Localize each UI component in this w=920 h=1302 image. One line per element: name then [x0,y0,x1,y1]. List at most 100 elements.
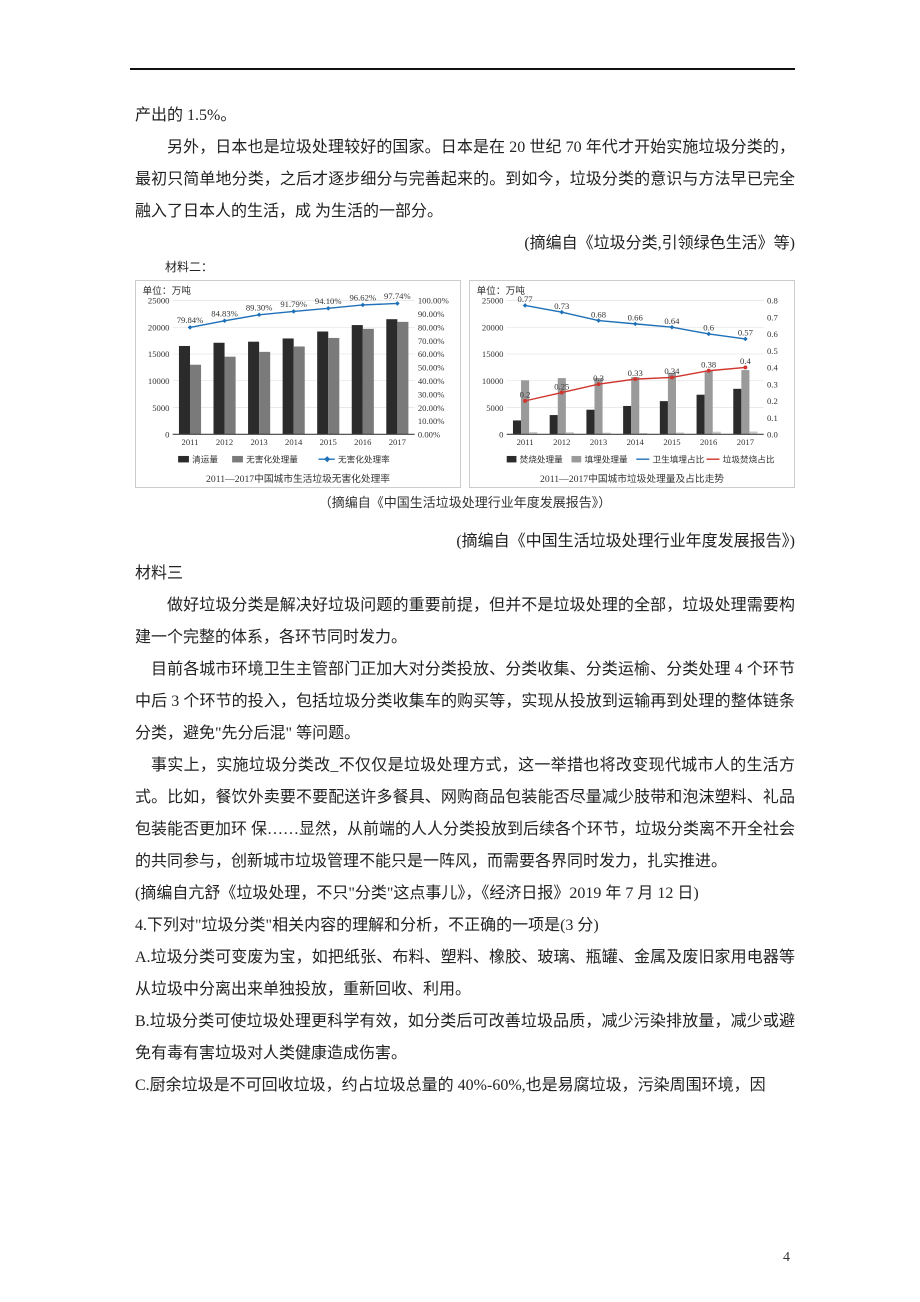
svg-text:60.00%: 60.00% [418,350,445,360]
svg-text:0.38: 0.38 [701,360,716,370]
source-line: (摘编自《垃圾分类,引领绿色生活》等) [135,228,795,260]
svg-text:50.00%: 50.00% [418,363,445,373]
text: (摘编自亢舒《垃圾处理，不只"分类"这点事儿》，《经济日报》2019 年 7 月… [135,885,699,902]
page: 产出的 1.5%。 另外，日本也是垃圾处理较好的国家。日本是在 20 世纪 70… [0,0,920,1302]
svg-text:2011—2017中国城市生活垃圾无害化处理率: 2011—2017中国城市生活垃圾无害化处理率 [206,472,390,485]
svg-text:94.10%: 94.10% [315,296,342,306]
svg-text:0.4: 0.4 [767,363,778,373]
text: 4.下列对"垃圾分类"相关内容的理解和分析，不正确的一项是(3 分) [135,917,599,934]
svg-text:25000: 25000 [148,296,170,306]
svg-text:20.00%: 20.00% [418,403,445,413]
material-2-label: 材料二： [165,260,795,274]
svg-text:2015: 2015 [663,438,680,448]
svg-text:0.5: 0.5 [767,346,778,356]
text: 做好垃圾分类是解决好垃圾问题的重要前提，但并不是垃圾处理的全部，垃圾处理需要构建… [135,597,795,646]
svg-text:30.00%: 30.00% [418,390,445,400]
svg-text:2013: 2013 [250,438,267,448]
svg-text:96.62%: 96.62% [349,293,376,303]
svg-text:2012: 2012 [553,438,570,448]
svg-text:卫生填埋占比: 卫生填埋占比 [653,454,705,465]
paragraph: 事实上，实施垃圾分类改_不仅仅是垃圾处理方式，这一举措也将改变现代城市人的生活方… [135,750,795,878]
chart-left: 单位：万吨05000100001500020000250000.00%10.00… [135,280,461,487]
chart-right-svg: 单位：万吨05000100001500020000250000.00.10.20… [470,281,794,486]
svg-text:0: 0 [165,430,169,440]
chart-left-svg: 单位：万吨05000100001500020000250000.00%10.00… [136,281,460,486]
svg-text:2011: 2011 [517,438,534,448]
source-line: (摘编自《中国生活垃圾处理行业年度发展报告》) [135,526,795,558]
svg-text:90.00%: 90.00% [418,309,445,319]
svg-text:40.00%: 40.00% [418,376,445,386]
source-line: (摘编自亢舒《垃圾处理，不只"分类"这点事儿》，《经济日报》2019 年 7 月… [135,878,795,910]
text: (摘编自《中国生活垃圾处理行业年度发展报告》) [456,533,795,550]
svg-text:15000: 15000 [148,350,170,360]
top-rule [130,68,795,70]
svg-text:0.7: 0.7 [767,313,778,323]
svg-text:0.6: 0.6 [767,330,778,340]
paragraph: 另外，日本也是垃圾处理较好的国家。日本是在 20 世纪 70 年代才开始实施垃圾… [135,132,795,228]
svg-text:垃圾焚烧占比: 垃圾焚烧占比 [723,454,775,465]
paragraph: 目前各城市环境卫生主管部门正加大对分类投放、分类收集、分类运榆、分类处理 4 个… [135,654,795,750]
svg-text:0.34: 0.34 [664,367,680,377]
svg-text:0.0: 0.0 [767,430,778,440]
svg-text:2011: 2011 [182,438,199,448]
svg-text:0: 0 [499,430,503,440]
svg-text:0.64: 0.64 [664,316,680,326]
text: B.垃圾分类可使垃圾处理更科学有效，如分类后可改善垃圾品质，减少污染排放量，减少… [135,1013,795,1062]
svg-text:0.2: 0.2 [767,397,778,407]
text: 另外，日本也是垃圾处理较好的国家。日本是在 20 世纪 70 年代才开始实施垃圾… [135,139,795,220]
svg-text:89.30%: 89.30% [246,303,273,313]
svg-text:91.79%: 91.79% [280,300,307,310]
svg-text:2016: 2016 [700,438,718,448]
text: 产出的 1.5%。 [135,107,236,124]
text: 事实上，实施垃圾分类改_不仅仅是垃圾处理方式，这一举措也将改变现代城市人的生活方… [135,757,795,870]
svg-text:20000: 20000 [482,323,504,333]
svg-text:5000: 5000 [486,403,503,413]
svg-text:无害化处理量: 无害化处理量 [246,454,298,465]
svg-text:15000: 15000 [482,350,504,360]
page-number: 4 [783,1244,790,1272]
question-4: 4.下列对"垃圾分类"相关内容的理解和分析，不正确的一项是(3 分) [135,910,795,942]
figure-block: 材料二： 单位：万吨05000100001500020000250000.00%… [135,260,795,516]
svg-text:10000: 10000 [148,376,170,386]
svg-text:填埋处理量: 填埋处理量 [584,454,628,465]
svg-text:25000: 25000 [482,296,504,306]
svg-text:0.6: 0.6 [703,323,714,333]
svg-text:70.00%: 70.00% [418,336,445,346]
svg-text:2014: 2014 [627,438,645,448]
svg-text:0.25: 0.25 [554,382,569,392]
svg-text:2014: 2014 [285,438,303,448]
svg-text:2012: 2012 [216,438,233,448]
svg-text:0.3: 0.3 [593,373,604,383]
svg-text:0.3: 0.3 [767,380,778,390]
svg-text:0.66: 0.66 [628,313,644,323]
svg-text:97.74%: 97.74% [384,292,411,302]
svg-text:0.57: 0.57 [738,328,754,338]
figure-inner-source: （摘编自《中国生活垃圾处理行业年度发展报告》） [135,490,795,516]
svg-text:2016: 2016 [354,438,372,448]
svg-text:0.33: 0.33 [628,368,643,378]
figure-row: 单位：万吨05000100001500020000250000.00%10.00… [135,280,795,487]
text: A.垃圾分类可变废为宝，如把纸张、布料、塑料、橡胶、玻璃、瓶罐、金属及废旧家用电… [135,949,795,998]
svg-text:2013: 2013 [590,438,607,448]
svg-text:100.00%: 100.00% [418,296,449,306]
text: 材料二： [165,260,213,274]
paragraph: 做好垃圾分类是解决好垃圾问题的重要前提，但并不是垃圾处理的全部，垃圾处理需要构建… [135,590,795,654]
svg-text:20000: 20000 [148,323,170,333]
svg-text:0.68: 0.68 [591,310,606,320]
option-a: A.垃圾分类可变废为宝，如把纸张、布料、塑料、橡胶、玻璃、瓶罐、金属及废旧家用电… [135,942,795,1006]
svg-text:0.8: 0.8 [767,296,778,306]
svg-text:84.83%: 84.83% [211,309,238,319]
svg-text:0.1: 0.1 [767,413,778,423]
svg-text:2017: 2017 [737,438,755,448]
text: C.厨余垃圾是不可回收垃圾，约占垃圾总量的 40%-60%,也是易腐垃圾，污染周… [135,1077,766,1094]
text: （摘编自《中国生活垃圾处理行业年度发展报告》） [319,495,612,510]
option-b: B.垃圾分类可使垃圾处理更科学有效，如分类后可改善垃圾品质，减少污染排放量，减少… [135,1006,795,1070]
text: 4 [783,1250,790,1265]
svg-text:5000: 5000 [152,403,169,413]
svg-text:80.00%: 80.00% [418,323,445,333]
svg-text:0.00%: 0.00% [418,430,440,440]
svg-text:2011—2017中国城市垃圾处理量及占比走势: 2011—2017中国城市垃圾处理量及占比走势 [540,472,724,485]
svg-text:焚烧处理量: 焚烧处理量 [520,454,564,465]
text: 材料三 [135,565,183,582]
svg-text:无害化处理率: 无害化处理率 [338,454,390,465]
